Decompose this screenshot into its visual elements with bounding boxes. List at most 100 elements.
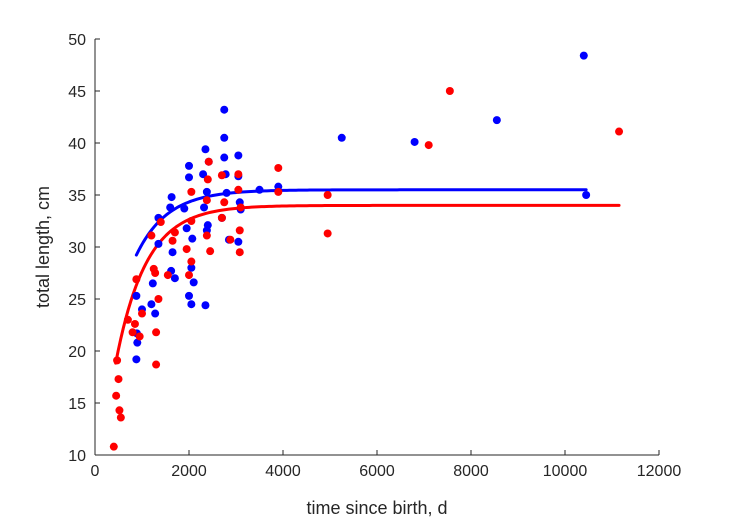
red-point: [151, 269, 160, 277]
x-tick-label: 6000: [359, 463, 395, 480]
y-tick-label: 35: [68, 188, 86, 205]
blue-point: [132, 355, 141, 364]
blue-point: [185, 291, 193, 300]
red-point: [123, 315, 132, 324]
blue-point: [167, 193, 176, 202]
red-point: [236, 203, 245, 212]
blue-point: [147, 300, 156, 309]
blue-point: [132, 291, 141, 300]
x-tick-label: 4000: [265, 463, 301, 480]
blue-point: [220, 105, 229, 114]
red-point: [204, 157, 213, 166]
red-point: [163, 271, 172, 280]
blue-point: [148, 279, 157, 288]
x-tick-label: 12000: [637, 463, 682, 480]
x-tick-label: 0: [91, 463, 100, 480]
y-tick-label: 10: [68, 448, 86, 465]
ticks: 0 2000 4000 6000 8000 10000 12000 10 15 20 25 30 35 4…: [68, 32, 681, 480]
blue-point: [170, 274, 179, 283]
red-point: [217, 171, 226, 180]
blue-point: [133, 338, 142, 347]
blue-point: [337, 133, 346, 142]
red-point: [235, 248, 244, 257]
blue-point: [189, 278, 198, 287]
red-point: [152, 328, 161, 337]
red-point: [138, 309, 146, 318]
red-point: [182, 245, 191, 254]
red-point: [234, 170, 243, 179]
red-point: [114, 375, 123, 384]
blue-point: [202, 187, 211, 196]
red-point: [187, 187, 196, 196]
blue-point: [582, 191, 591, 199]
blue-point: [492, 116, 501, 125]
blue-point: [201, 301, 210, 310]
red-point: [235, 226, 244, 235]
red-point: [187, 217, 196, 225]
y-tick-label: 20: [68, 344, 86, 361]
y-tick-label: 40: [68, 136, 86, 153]
red-point: [154, 295, 163, 303]
blue-point: [234, 151, 243, 160]
blue-point: [182, 224, 191, 233]
blue-point: [410, 137, 419, 146]
x-tick-label: 8000: [453, 463, 489, 480]
blue-point: [180, 204, 189, 213]
blue-point: [154, 239, 163, 248]
y-axis-title: total length, cm: [33, 186, 53, 308]
red-point: [112, 391, 121, 400]
blue-point: [185, 161, 193, 170]
blue-point: [187, 300, 196, 309]
data-points: [109, 51, 624, 451]
red-point: [128, 328, 137, 337]
x-tick-label: 10000: [543, 463, 588, 480]
red-point: [424, 141, 433, 150]
red-point: [323, 229, 332, 238]
red-point: [116, 413, 125, 422]
red-point: [202, 231, 211, 240]
y-tick-label: 45: [68, 84, 86, 101]
y-tick-label: 50: [68, 32, 86, 49]
blue-point: [166, 203, 175, 212]
red-point: [217, 213, 226, 222]
y-tick-label: 30: [68, 240, 86, 257]
blue-point: [185, 173, 193, 182]
red-point: [234, 185, 243, 194]
blue-point: [220, 133, 229, 142]
red-point: [226, 235, 235, 244]
red-point: [170, 228, 179, 237]
red-point: [147, 231, 156, 240]
red-point: [135, 332, 144, 341]
red-point: [445, 87, 454, 95]
red-point: [274, 163, 283, 172]
fit-curves: [114, 188, 621, 365]
red-point: [113, 356, 122, 365]
blue-point: [188, 234, 197, 243]
x-tick-label: 2000: [171, 463, 207, 480]
red-point: [220, 198, 229, 207]
red-point: [187, 257, 196, 266]
blue-point: [168, 248, 177, 257]
blue-point: [234, 237, 243, 246]
red-point: [323, 191, 332, 199]
blue-point: [255, 185, 264, 194]
blue-point: [200, 203, 209, 212]
y-tick-label: 25: [68, 292, 86, 309]
red-point: [109, 442, 118, 451]
blue-point: [203, 221, 212, 230]
red-point: [152, 360, 161, 369]
x-axis-title: time since birth, d: [306, 498, 447, 518]
red-point: [168, 236, 177, 245]
blue-point: [579, 51, 588, 60]
blue-point: [220, 153, 229, 162]
blue-point: [187, 263, 196, 272]
red-point: [156, 218, 165, 227]
blue-point: [199, 170, 208, 179]
red-point: [206, 247, 215, 256]
y-tick-label: 15: [68, 396, 86, 413]
blue-point: [151, 309, 160, 318]
blue-fit-curve: [134, 188, 588, 257]
red-point: [615, 127, 624, 136]
blue-point: [201, 145, 210, 154]
